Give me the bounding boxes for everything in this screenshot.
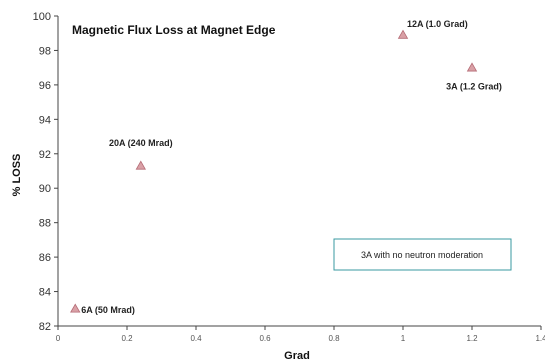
y-tick-label: 100	[33, 11, 51, 23]
y-tick-label: 84	[39, 287, 51, 299]
point-labels: 6A (50 Mrad) 20A (240 Mrad) 12A (1.0 Grad)…	[81, 19, 502, 315]
x-axis-title: Grad	[284, 350, 310, 362]
x-tick-label: 1.2	[466, 334, 478, 343]
y-tick-label: 82	[39, 321, 51, 333]
y-tick-label: 94	[39, 114, 51, 126]
y-axis-title: % LOSS	[11, 154, 23, 197]
data-point-triangle	[397, 29, 409, 39]
data-point-triangle	[466, 62, 478, 72]
data-point-triangle	[135, 160, 146, 170]
y-tick-label: 88	[39, 218, 51, 230]
x-tick-label: 0	[56, 334, 61, 343]
data-point-label: 12A (1.0 Grad)	[407, 19, 468, 29]
data-point-label: 3A (1.2 Grad)	[446, 82, 502, 92]
y-axis: 82 84 86 88 90 92 94 96 98 100	[33, 11, 59, 333]
y-tick-label: 92	[39, 149, 51, 161]
y-tick-label: 96	[39, 80, 51, 92]
x-axis: 0 0.2 0.4 0.6 0.8 1 1.2 1.4	[56, 325, 545, 343]
y-tick-label: 86	[39, 252, 51, 264]
x-tick-label: 0.4	[190, 334, 202, 343]
data-point-label: 6A (50 Mrad)	[81, 305, 135, 315]
data-point-label: 20A (240 Mrad)	[109, 138, 173, 148]
x-tick-label: 1	[401, 334, 406, 343]
y-tick-label: 98	[39, 45, 51, 57]
x-tick-label: 0.2	[121, 334, 133, 343]
annotation-box	[333, 238, 512, 271]
x-tick-label: 0.6	[259, 334, 271, 343]
annotation-text: 3A with no neutron moderation	[361, 250, 483, 260]
chart-title: Magnetic Flux Loss at Magnet Edge	[72, 23, 276, 37]
data-points	[70, 29, 478, 313]
y-tick-label: 90	[39, 183, 51, 195]
x-tick-label: 1.4	[535, 334, 545, 343]
x-tick-label: 0.8	[328, 334, 340, 343]
data-point-triangle	[70, 303, 81, 313]
